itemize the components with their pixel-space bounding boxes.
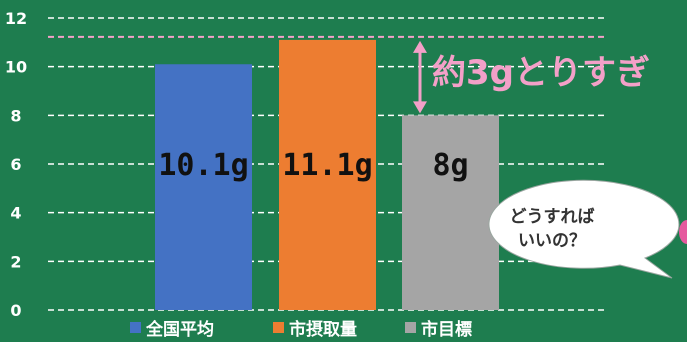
y-tick-label: 8 [10,106,21,125]
bar [402,115,499,310]
speech-bubble: どうすれば いいの？ [488,179,680,279]
bubble-text-line2: いいの？ [518,231,586,251]
y-tick-label: 4 [10,204,21,223]
bar-value-label: 10.1g [158,148,248,183]
bubble-text-line1: どうすれば [510,207,595,227]
bar [279,39,376,311]
excess-arrow-head-up [413,40,427,53]
legend-label: 市摂取量 [289,319,357,340]
excess-label: 約3gとりすぎ [432,53,650,93]
excess-arrow-head-down [413,101,427,114]
bar-value-label: 8g [432,148,468,183]
y-tick-label: 12 [5,9,27,28]
legend-label: 全国平均 [145,319,214,340]
legend-swatch [130,322,141,333]
bar-value-label: 11.1g [282,148,372,183]
y-tick-label: 10 [5,58,27,77]
y-tick-label: 6 [10,155,21,174]
excess-arrow [413,40,427,114]
legend-swatch [273,322,284,333]
legend-swatch [405,322,416,333]
y-axis-ticks: 0 2 4 6 8 10 12 [5,9,27,320]
legend: 全国平均 市摂取量 市目標 [130,319,472,340]
speech-bubble-shape [488,179,680,279]
y-tick-label: 0 [10,301,21,320]
bar-value-labels: 10.1g 11.1g 8g [158,148,468,183]
y-tick-label: 2 [10,252,21,271]
bar [155,64,252,310]
bar-series [155,39,499,311]
legend-label: 市目標 [421,319,472,340]
pink-decoration [679,220,687,244]
